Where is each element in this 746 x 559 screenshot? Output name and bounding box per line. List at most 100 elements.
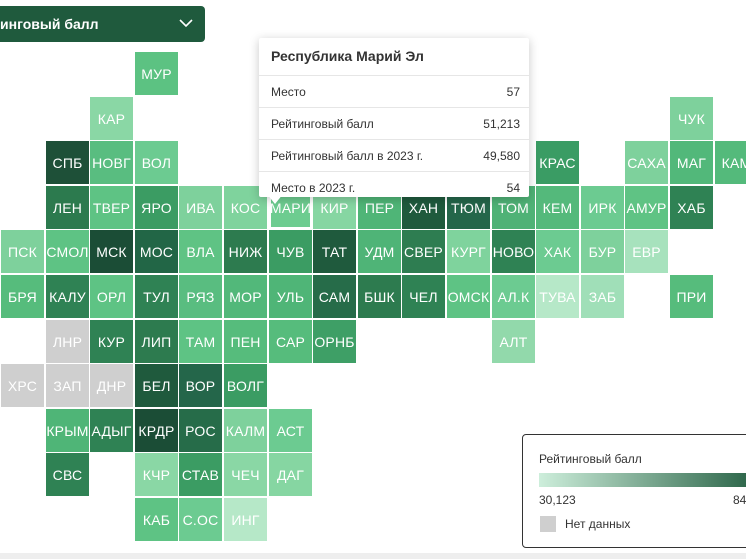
- tooltip-row-label: Рейтинговый балл в 2023 г.: [271, 148, 424, 163]
- region-tile[interactable]: СВС: [46, 453, 89, 496]
- region-tile[interactable]: КУР: [90, 320, 133, 363]
- bottom-scrollbar[interactable]: [0, 553, 746, 559]
- tooltip-row-value: 54: [506, 180, 520, 195]
- region-tile[interactable]: ВЛА: [179, 230, 222, 273]
- region-tile[interactable]: ЗАБ: [581, 275, 624, 318]
- region-tile[interactable]: МОР: [224, 275, 267, 318]
- color-legend: Рейтинговый балл 30,123 84 Нет данных: [522, 434, 746, 548]
- region-tile[interactable]: КАБ: [135, 498, 178, 541]
- legend-title: Рейтинговый балл: [539, 452, 642, 466]
- region-tile[interactable]: ЧУВ: [269, 230, 312, 273]
- region-tile[interactable]: САХА: [625, 141, 668, 184]
- region-tile[interactable]: АЛТ: [492, 320, 535, 363]
- region-tile[interactable]: МАГ: [670, 141, 713, 184]
- tooltip-row-label: Место в 2023 г.: [271, 180, 356, 195]
- region-tile[interactable]: ТАТ: [313, 230, 356, 273]
- region-tile[interactable]: ХАБ: [670, 186, 713, 229]
- region-tile[interactable]: ВОЛГ: [224, 364, 267, 407]
- region-tile[interactable]: ТУЛ: [135, 275, 178, 318]
- region-tile[interactable]: ПЕН: [224, 320, 267, 363]
- region-tile[interactable]: ЗАП: [46, 364, 89, 407]
- tooltip-row-score-2023: Рейтинговый балл в 2023 г. 49,580: [259, 140, 529, 172]
- region-tile[interactable]: ХРС: [1, 364, 44, 407]
- region-tile[interactable]: ИВА: [179, 186, 222, 229]
- region-tile[interactable]: ЧЕЧ: [224, 453, 267, 496]
- region-tile[interactable]: УЛЬ: [269, 275, 312, 318]
- region-tile[interactable]: ЛЕН: [46, 186, 89, 229]
- region-tooltip: Республика Марий Эл Место 57 Рейтинговый…: [259, 38, 529, 197]
- region-tile[interactable]: ЯРО: [135, 186, 178, 229]
- region-tile[interactable]: МОС: [135, 230, 178, 273]
- region-tile[interactable]: КАМ: [715, 141, 746, 184]
- region-tile[interactable]: УДМ: [358, 230, 401, 273]
- region-tile[interactable]: АСТ: [269, 409, 312, 452]
- metric-dropdown[interactable]: инговый балл: [0, 6, 205, 42]
- region-tile[interactable]: ОРНБ: [313, 320, 356, 363]
- region-tile[interactable]: ВОЛ: [135, 141, 178, 184]
- region-tile[interactable]: ВОР: [179, 364, 222, 407]
- region-tile[interactable]: КАР: [90, 97, 133, 140]
- region-tile[interactable]: ПСК: [1, 230, 44, 273]
- region-tile[interactable]: С.ОС: [179, 498, 222, 541]
- region-tile[interactable]: РОС: [179, 409, 222, 452]
- region-tile[interactable]: ПЕР: [358, 186, 401, 229]
- region-tile[interactable]: БЕЛ: [135, 364, 178, 407]
- legend-min-value: 30,123: [539, 493, 576, 507]
- region-tile[interactable]: КРДР: [135, 409, 178, 452]
- tooltip-row-label: Рейтинговый балл: [271, 116, 374, 131]
- region-tile[interactable]: АМУР: [625, 186, 668, 229]
- region-tile[interactable]: КРЫМ: [46, 409, 89, 452]
- tooltip-row-label: Место: [271, 84, 306, 99]
- region-tile[interactable]: МУР: [135, 52, 178, 95]
- region-tile[interactable]: ИРК: [581, 186, 624, 229]
- tooltip-row-place: Место 57: [259, 76, 529, 108]
- region-tile[interactable]: КЕМ: [536, 186, 579, 229]
- region-tile[interactable]: АЛ.К: [492, 275, 535, 318]
- region-tile[interactable]: ДАГ: [269, 453, 312, 496]
- region-tile[interactable]: ЛНР: [46, 320, 89, 363]
- tooltip-row-value: 51,213: [483, 116, 520, 131]
- region-tile[interactable]: ИНГ: [224, 498, 267, 541]
- region-tile[interactable]: КАЛУ: [46, 275, 89, 318]
- legend-no-data-swatch: [540, 516, 556, 532]
- region-tile[interactable]: МСК: [90, 230, 133, 273]
- region-tile[interactable]: НОВО: [492, 230, 535, 273]
- region-tile[interactable]: КРАС: [536, 141, 579, 184]
- region-tile[interactable]: КЧР: [135, 453, 178, 496]
- region-tile[interactable]: ОМСК: [447, 275, 490, 318]
- region-tile[interactable]: ПРИ: [670, 275, 713, 318]
- region-tile[interactable]: НОВГ: [90, 141, 133, 184]
- region-tile[interactable]: ЧУК: [670, 97, 713, 140]
- region-tile[interactable]: ЕВР: [625, 230, 668, 273]
- tooltip-row-value: 57: [506, 84, 520, 99]
- region-tile[interactable]: КАЛМ: [224, 409, 267, 452]
- region-tile[interactable]: ХАК: [536, 230, 579, 273]
- region-tile[interactable]: ЛИП: [135, 320, 178, 363]
- region-tile[interactable]: РЯЗ: [179, 275, 222, 318]
- region-tile[interactable]: БУР: [581, 230, 624, 273]
- tooltip-row-score: Рейтинговый балл 51,213: [259, 108, 529, 140]
- region-tile[interactable]: ЧЕЛ: [402, 275, 445, 318]
- region-tile[interactable]: СМОЛ: [46, 230, 89, 273]
- legend-gradient-bar: [539, 473, 746, 487]
- region-tile[interactable]: СВЕР: [402, 230, 445, 273]
- tooltip-row-place-2023: Место в 2023 г. 54: [259, 172, 529, 203]
- region-tile[interactable]: БШК: [358, 275, 401, 318]
- region-tile[interactable]: КУРГ: [447, 230, 490, 273]
- region-tile[interactable]: ТАМ: [179, 320, 222, 363]
- region-tile[interactable]: САМ: [313, 275, 356, 318]
- region-tile[interactable]: БРЯ: [1, 275, 44, 318]
- region-tile[interactable]: САР: [269, 320, 312, 363]
- region-tile[interactable]: СТАВ: [179, 453, 222, 496]
- region-tile[interactable]: ОРЛ: [90, 275, 133, 318]
- region-tile[interactable]: КОС: [224, 186, 267, 229]
- tooltip-row-value: 49,580: [483, 148, 520, 163]
- region-tile[interactable]: НИЖ: [224, 230, 267, 273]
- region-tile[interactable]: СПБ: [46, 141, 89, 184]
- region-tile[interactable]: ТУВА: [536, 275, 579, 318]
- tooltip-title: Республика Марий Эл: [259, 38, 529, 76]
- region-tile[interactable]: ТВЕР: [90, 186, 133, 229]
- region-tile[interactable]: ДНР: [90, 364, 133, 407]
- legend-no-data-label: Нет данных: [565, 517, 631, 531]
- region-tile[interactable]: АДЫГ: [90, 409, 133, 452]
